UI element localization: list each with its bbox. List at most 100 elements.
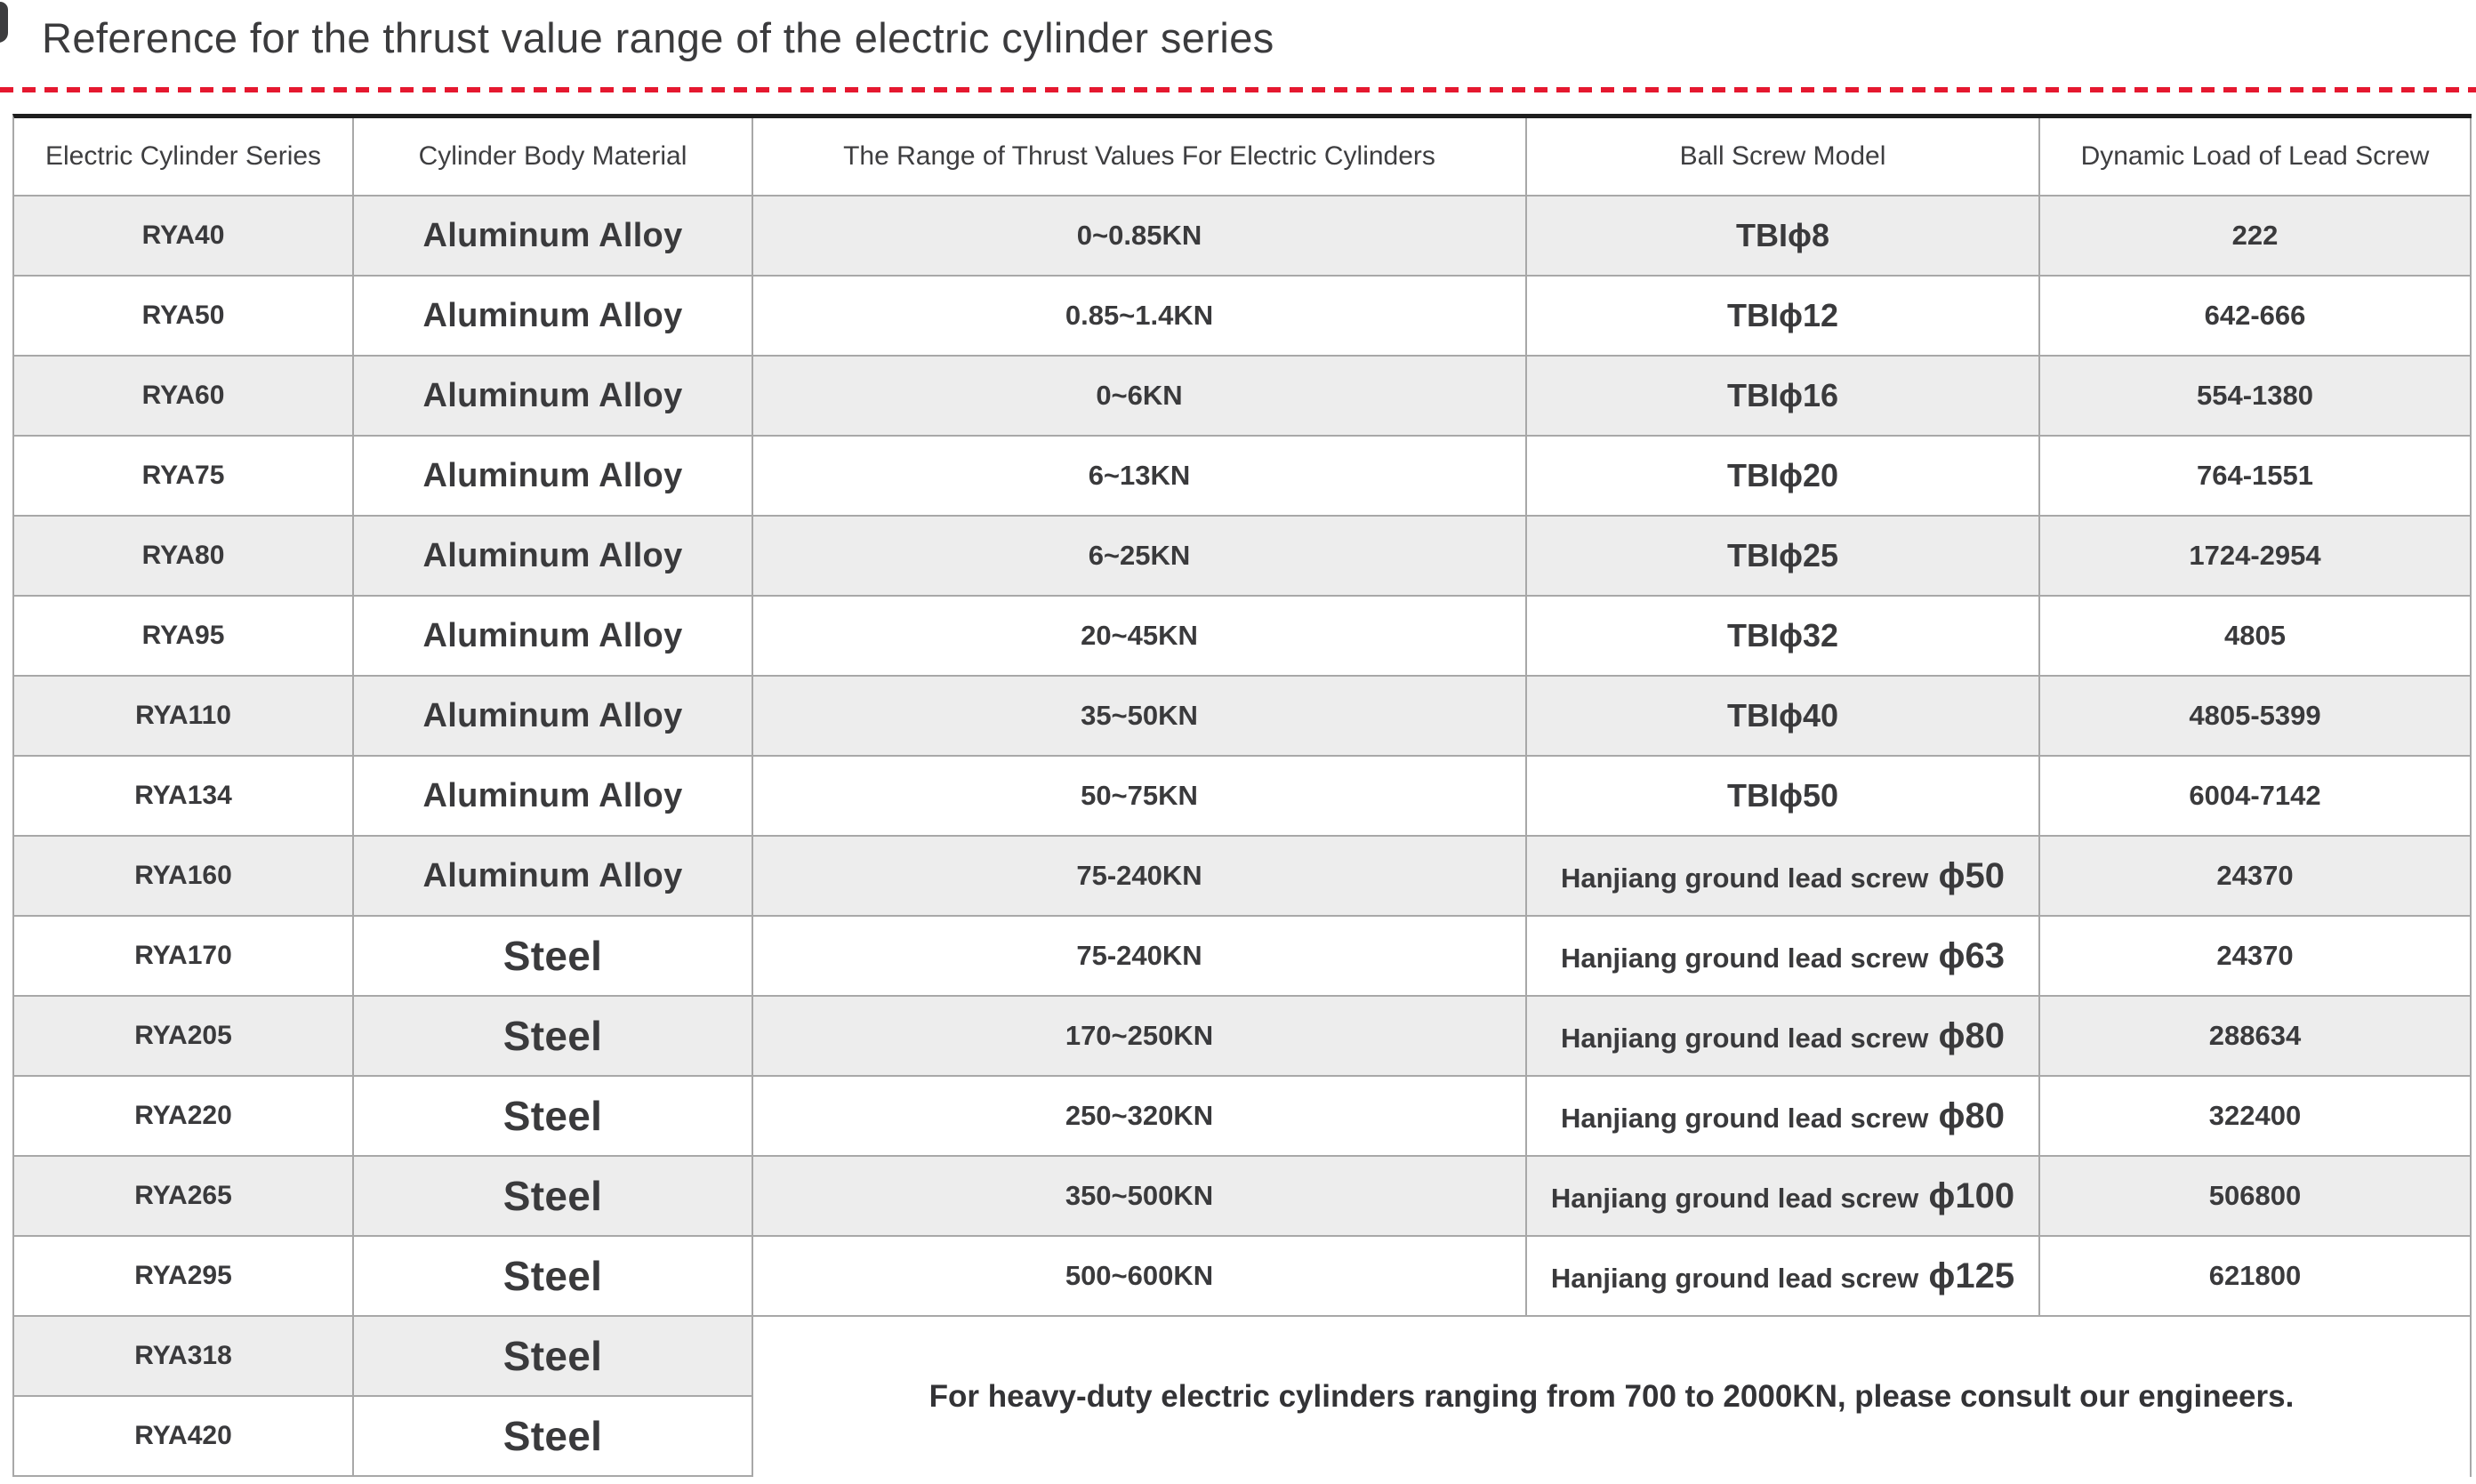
- load-cell: 764-1551: [2040, 437, 2472, 517]
- screw-cell: TBIϕ8: [1527, 197, 2040, 277]
- series-cell: RYA80: [14, 517, 354, 597]
- material-cell: Aluminum Alloy: [354, 757, 753, 837]
- thrust-cell: 350~500KN: [753, 1157, 1527, 1237]
- thrust-cell: 35~50KN: [753, 677, 1527, 757]
- series-cell: RYA160: [14, 837, 354, 917]
- load-cell: 4805-5399: [2040, 677, 2472, 757]
- screw-cell: Hanjiang ground lead screw ϕ100: [1527, 1157, 2040, 1237]
- material-cell: Aluminum Alloy: [354, 277, 753, 357]
- phi-diameter-label: ϕ100: [1918, 1175, 2015, 1215]
- material-cell: Steel: [354, 1157, 753, 1237]
- table-row: RYA160 Aluminum Alloy 75-240KN Hanjiang gro…: [14, 837, 2472, 917]
- table-row: RYA205 Steel 170~250KN Hanjiang ground lead…: [14, 997, 2472, 1077]
- screw-cell: TBIϕ32: [1527, 597, 2040, 677]
- series-cell: RYA75: [14, 437, 354, 517]
- phi-diameter-label: ϕ63: [1928, 935, 2005, 975]
- table-row: RYA220 Steel 250~320KN Hanjiang ground lead…: [14, 1077, 2472, 1157]
- table-body: RYA40 Aluminum Alloy 0~0.85KN TBIϕ8 222 RYA50…: [14, 197, 2472, 1477]
- table-row: RYA60 Aluminum Alloy 0~6KN TBIϕ16 554-1380: [14, 357, 2472, 437]
- material-cell: Aluminum Alloy: [354, 837, 753, 917]
- series-cell: RYA295: [14, 1237, 354, 1317]
- series-cell: RYA170: [14, 917, 354, 997]
- thrust-cell: 500~600KN: [753, 1237, 1527, 1317]
- material-cell: Aluminum Alloy: [354, 597, 753, 677]
- thrust-cell: 0~6KN: [753, 357, 1527, 437]
- series-cell: RYA40: [14, 197, 354, 277]
- table-row: RYA110 Aluminum Alloy 35~50KN TBIϕ40 4805-53…: [14, 677, 2472, 757]
- thrust-cell: 250~320KN: [753, 1077, 1527, 1157]
- material-cell: Aluminum Alloy: [354, 437, 753, 517]
- table-row: RYA40 Aluminum Alloy 0~0.85KN TBIϕ8 222: [14, 197, 2472, 277]
- thrust-cell: 0~0.85KN: [753, 197, 1527, 277]
- thrust-cell: 6~13KN: [753, 437, 1527, 517]
- table-row: RYA170 Steel 75-240KN Hanjiang ground lead …: [14, 917, 2472, 997]
- series-cell: RYA220: [14, 1077, 354, 1157]
- screw-cell: TBIϕ40: [1527, 677, 2040, 757]
- load-cell: 24370: [2040, 917, 2472, 997]
- load-cell: 506800: [2040, 1157, 2472, 1237]
- series-cell: RYA205: [14, 997, 354, 1077]
- header-dynamic-load: Dynamic Load of Lead Screw: [2040, 118, 2472, 197]
- thrust-cell: 170~250KN: [753, 997, 1527, 1077]
- load-cell: 642-666: [2040, 277, 2472, 357]
- thrust-cell: 20~45KN: [753, 597, 1527, 677]
- series-cell: RYA110: [14, 677, 354, 757]
- table-row: RYA80 Aluminum Alloy 6~25KN TBIϕ25 1724-2954: [14, 517, 2472, 597]
- material-cell: Aluminum Alloy: [354, 517, 753, 597]
- material-cell: Steel: [354, 917, 753, 997]
- series-cell: RYA50: [14, 277, 354, 357]
- screw-cell: Hanjiang ground lead screw ϕ50: [1527, 837, 2040, 917]
- screw-cell: Hanjiang ground lead screw ϕ80: [1527, 1077, 2040, 1157]
- series-cell: RYA134: [14, 757, 354, 837]
- load-cell: 222: [2040, 197, 2472, 277]
- table-row: RYA265 Steel 350~500KN Hanjiang ground lead…: [14, 1157, 2472, 1237]
- material-cell: Steel: [354, 1317, 753, 1397]
- screw-cell: TBIϕ50: [1527, 757, 2040, 837]
- load-cell: 322400: [2040, 1077, 2472, 1157]
- series-cell: RYA265: [14, 1157, 354, 1237]
- screw-cell: TBIϕ25: [1527, 517, 2040, 597]
- table-row: RYA75 Aluminum Alloy 6~13KN TBIϕ20 764-1551: [14, 437, 2472, 517]
- thrust-cell: 0.85~1.4KN: [753, 277, 1527, 357]
- header-ball-screw: Ball Screw Model: [1527, 118, 2040, 197]
- phi-diameter-label: ϕ50: [1928, 855, 2005, 895]
- page-title: Reference for the thrust value range of …: [42, 14, 1274, 61]
- series-cell: RYA60: [14, 357, 354, 437]
- material-cell: Steel: [354, 1397, 753, 1477]
- load-cell: 6004-7142: [2040, 757, 2472, 837]
- thrust-cell: 6~25KN: [753, 517, 1527, 597]
- screw-cell: Hanjiang ground lead screw ϕ63: [1527, 917, 2040, 997]
- load-cell: 621800: [2040, 1237, 2472, 1317]
- phi-diameter-label: ϕ125: [1918, 1255, 2015, 1295]
- table-row: RYA95 Aluminum Alloy 20~45KN TBIϕ32 4805: [14, 597, 2472, 677]
- phi-diameter-label: ϕ80: [1928, 1095, 2005, 1135]
- table-row: RYA318 Steel For heavy-duty electric cylin…: [14, 1317, 2472, 1477]
- load-cell: 288634: [2040, 997, 2472, 1077]
- thrust-cell: 75-240KN: [753, 837, 1527, 917]
- screw-cell: Hanjiang ground lead screw ϕ125: [1527, 1237, 2040, 1317]
- screw-cell: TBIϕ12: [1527, 277, 2040, 357]
- table-row: RYA50 Aluminum Alloy 0.85~1.4KN TBIϕ12 642-6…: [14, 277, 2472, 357]
- material-cell: Steel: [354, 997, 753, 1077]
- header-material: Cylinder Body Material: [354, 118, 753, 197]
- heavy-duty-note: For heavy-duty electric cylinders rangin…: [753, 1317, 2472, 1477]
- thrust-reference-table: Electric Cylinder Series Cylinder Body M…: [12, 114, 2472, 1477]
- load-cell: 24370: [2040, 837, 2472, 917]
- cropped-edge-mark: [0, 2, 8, 43]
- thrust-cell: 75-240KN: [753, 917, 1527, 997]
- header-thrust-range: The Range of Thrust Values For Electric …: [753, 118, 1527, 197]
- load-cell: 4805: [2040, 597, 2472, 677]
- header-series: Electric Cylinder Series: [14, 118, 354, 197]
- load-cell: 1724-2954: [2040, 517, 2472, 597]
- material-cell: Aluminum Alloy: [354, 677, 753, 757]
- load-cell: 554-1380: [2040, 357, 2472, 437]
- series-cell: RYA420: [14, 1397, 354, 1477]
- thrust-cell: 50~75KN: [753, 757, 1527, 837]
- table-header-row: Electric Cylinder Series Cylinder Body M…: [14, 118, 2472, 197]
- series-cell: RYA318: [14, 1317, 354, 1397]
- table-row: RYA134 Aluminum Alloy 50~75KN TBIϕ50 6004-71…: [14, 757, 2472, 837]
- material-cell: Steel: [354, 1237, 753, 1317]
- material-cell: Steel: [354, 1077, 753, 1157]
- material-cell: Aluminum Alloy: [354, 197, 753, 277]
- screw-cell: TBIϕ16: [1527, 357, 2040, 437]
